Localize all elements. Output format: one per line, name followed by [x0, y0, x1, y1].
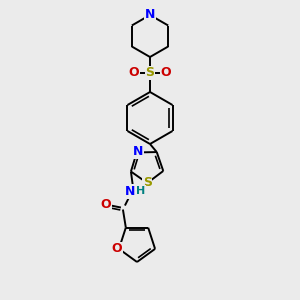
- Text: O: O: [161, 67, 171, 80]
- Text: S: S: [146, 67, 154, 80]
- Text: N: N: [125, 185, 135, 198]
- Text: H: H: [136, 185, 146, 196]
- Text: S: S: [143, 176, 152, 190]
- Text: O: O: [100, 198, 111, 211]
- Text: N: N: [145, 8, 155, 22]
- Text: O: O: [112, 242, 122, 255]
- Text: O: O: [129, 67, 139, 80]
- Text: N: N: [133, 145, 143, 158]
